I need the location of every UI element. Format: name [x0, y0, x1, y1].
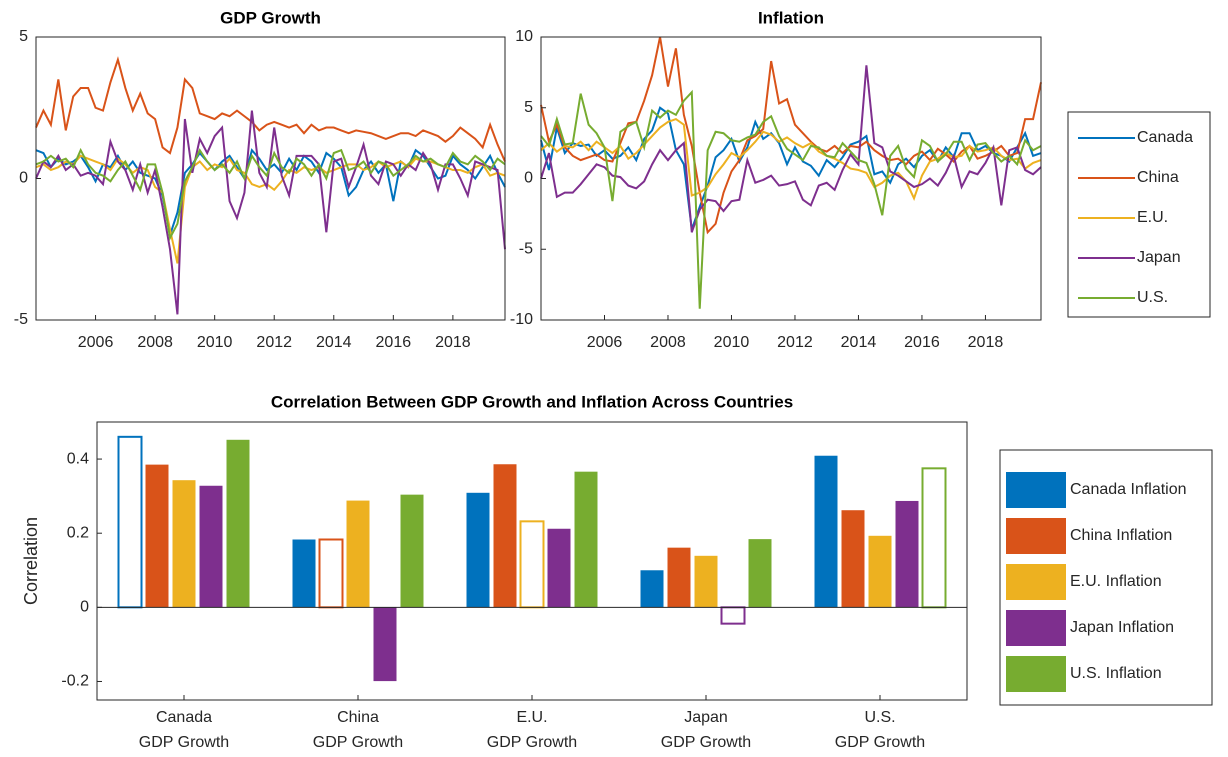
legend-label: E.U. Inflation — [1070, 573, 1162, 590]
bar — [921, 467, 947, 609]
bar — [493, 464, 517, 608]
x-tick-label: 2012 — [256, 334, 292, 351]
series-line — [35, 154, 506, 264]
series-line — [35, 110, 506, 315]
x-tick-label: Japan GDP Growth — [660, 709, 752, 751]
y-tick-label: -0.2 — [61, 673, 89, 690]
bar — [694, 555, 718, 608]
bar — [547, 528, 571, 608]
bar — [814, 455, 838, 608]
bar — [466, 492, 490, 608]
x-tick-label: 2006 — [78, 334, 114, 351]
chart-title: Correlation Between GDP Growth and Infla… — [271, 392, 793, 411]
bar — [868, 535, 892, 608]
bar — [640, 570, 664, 608]
x-tick-label: U.S. GDP Growth — [834, 709, 926, 751]
legend-label: U.S. — [1137, 289, 1168, 306]
bar — [172, 480, 196, 608]
legend-box — [1067, 111, 1211, 318]
bar — [667, 547, 691, 608]
bar — [574, 471, 598, 608]
legend-label: E.U. — [1137, 209, 1168, 226]
y-tick-label: -10 — [510, 311, 533, 328]
x-tick-label: 2016 — [376, 334, 412, 351]
x-tick-label: 2018 — [968, 334, 1004, 351]
x-tick-label: E.U. GDP Growth — [486, 709, 578, 751]
x-tick-label: 2006 — [587, 334, 623, 351]
y-tick-label: -5 — [519, 240, 533, 257]
bar — [748, 539, 772, 608]
x-tick-label: 2014 — [841, 334, 877, 351]
chart-title: Inflation — [758, 8, 824, 27]
x-tick-label: 2014 — [316, 334, 352, 351]
x-tick-label: 2008 — [650, 334, 686, 351]
y-axis-label: Correlation — [21, 517, 41, 605]
legend-label: U.S. Inflation — [1070, 665, 1162, 682]
legend-label: China Inflation — [1070, 527, 1172, 544]
x-tick-label: 2010 — [714, 334, 750, 351]
x-tick-label: 2012 — [777, 334, 813, 351]
bar — [226, 439, 250, 608]
y-tick-label: 5 — [524, 99, 533, 116]
y-tick-label: 0 — [524, 170, 533, 187]
legend-label: Canada Inflation — [1070, 481, 1187, 498]
x-tick-label: China GDP Growth — [312, 709, 404, 751]
legend-label: Canada — [1137, 129, 1193, 146]
series-line — [540, 117, 1042, 201]
x-tick-label: Canada GDP Growth — [138, 709, 230, 751]
y-tick-label: 10 — [515, 28, 533, 45]
bar — [841, 510, 865, 608]
y-tick-label: 0 — [19, 170, 28, 187]
x-tick-label: 2010 — [197, 334, 233, 351]
bar — [318, 538, 344, 609]
bar — [346, 500, 370, 608]
bar — [895, 500, 919, 608]
series-line — [540, 65, 1042, 233]
chart-title: GDP Growth — [220, 8, 321, 27]
legend-label: China — [1137, 169, 1179, 186]
legend-label: Japan — [1137, 249, 1181, 266]
bar — [519, 520, 545, 609]
axes-frame — [96, 421, 968, 701]
y-tick-label: 0.4 — [67, 450, 89, 467]
bar — [720, 606, 746, 625]
y-tick-label: 0.2 — [67, 524, 89, 541]
series-line — [540, 36, 1042, 235]
bar — [199, 485, 223, 608]
legend-label: Japan Inflation — [1070, 619, 1174, 636]
y-tick-label: -5 — [14, 311, 28, 328]
series-line — [35, 56, 506, 162]
bar — [400, 494, 424, 608]
x-tick-label: 2008 — [137, 334, 173, 351]
legend-swatch — [1006, 656, 1066, 692]
legend-swatch — [1006, 610, 1066, 646]
bar — [292, 539, 316, 608]
x-tick-label: 2018 — [435, 334, 471, 351]
legend-swatch — [1006, 518, 1066, 554]
series-line — [540, 89, 1042, 309]
y-tick-label: 0 — [80, 599, 89, 616]
bar — [117, 435, 143, 609]
bar — [145, 464, 169, 608]
x-tick-label: 2016 — [904, 334, 940, 351]
bar — [373, 607, 397, 682]
series-line — [35, 147, 506, 242]
legend-swatch — [1006, 472, 1066, 508]
y-tick-label: 5 — [19, 28, 28, 45]
legend-swatch — [1006, 564, 1066, 600]
